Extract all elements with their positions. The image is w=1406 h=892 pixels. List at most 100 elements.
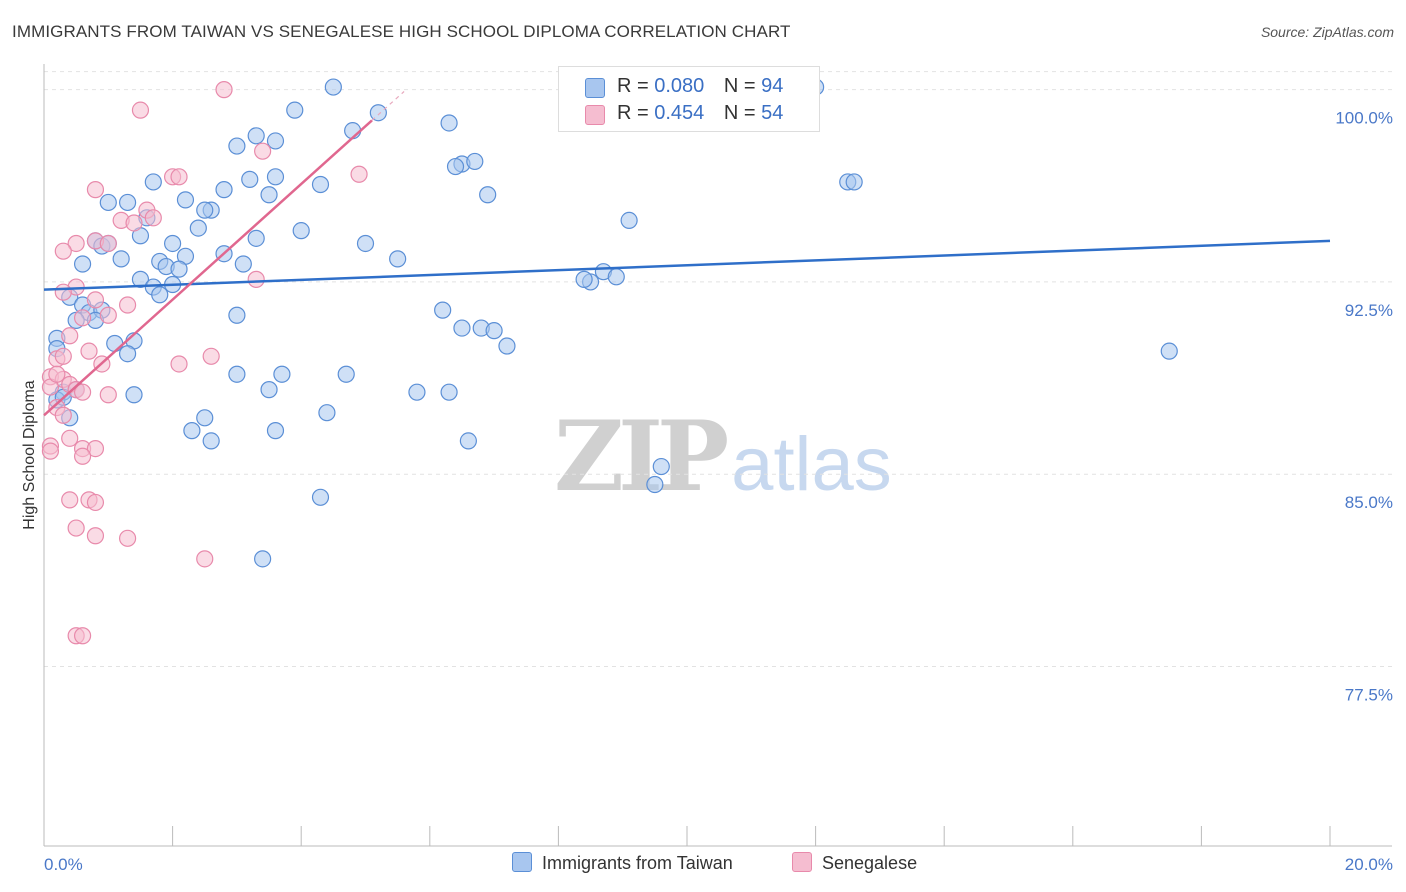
- data-point-senegalese: [350, 165, 368, 183]
- watermark-atlas: atlas: [731, 422, 892, 507]
- data-point-taiwan: [254, 550, 272, 568]
- data-point-senegalese: [67, 234, 85, 253]
- legend-row-senegalese: R = 0.454 N = 54: [617, 102, 783, 125]
- data-point-taiwan: [118, 193, 137, 212]
- bottom-legend-taiwan: Immigrants from Taiwan: [512, 852, 733, 874]
- data-point-senegalese: [73, 627, 92, 645]
- data-point-taiwan: [459, 432, 477, 450]
- data-point-senegalese: [170, 355, 188, 373]
- data-point-senegalese: [86, 527, 105, 545]
- data-point-taiwan: [575, 270, 593, 288]
- data-point-senegalese: [86, 181, 105, 199]
- data-point-taiwan: [446, 157, 465, 176]
- source-credit: Source: ZipAtlas.com: [1260, 24, 1394, 40]
- trend-line-senegalese: [43, 119, 373, 417]
- data-point-taiwan: [99, 193, 117, 212]
- data-point-taiwan: [273, 365, 291, 383]
- data-point-taiwan: [228, 137, 246, 155]
- data-point-senegalese: [86, 493, 105, 512]
- data-point-taiwan: [234, 255, 252, 273]
- data-point-senegalese: [247, 270, 265, 288]
- data-point-taiwan: [202, 432, 220, 450]
- data-point-senegalese: [144, 209, 162, 227]
- data-point-taiwan: [369, 104, 387, 122]
- legend-n-value-senegalese: 54: [761, 102, 784, 124]
- tick-labels: 100.0% 92.5% 85.0% 77.5% 0.0% 20.0%: [44, 109, 1393, 874]
- data-point-taiwan: [479, 186, 497, 204]
- legend-n-label: N =: [723, 75, 756, 97]
- data-point-taiwan: [440, 114, 458, 132]
- trend-line-taiwan: [43, 239, 1331, 291]
- data-point-senegalese: [67, 519, 85, 537]
- data-point-taiwan: [311, 488, 330, 506]
- data-point-taiwan: [260, 186, 278, 204]
- data-point-taiwan: [112, 250, 130, 268]
- data-point-taiwan: [356, 234, 375, 253]
- data-point-taiwan: [1160, 342, 1178, 360]
- data-point-senegalese: [196, 550, 214, 568]
- data-point-taiwan: [311, 175, 330, 194]
- bottom-legend-swatch-senegalese: [792, 852, 812, 872]
- y-tick-label: 92.5%: [1345, 301, 1393, 320]
- gridlines: [44, 71, 1392, 668]
- x-tick-label: 0.0%: [44, 855, 83, 874]
- data-point-senegalese: [61, 491, 79, 509]
- data-point-taiwan: [196, 409, 214, 427]
- data-point-taiwan: [247, 127, 265, 145]
- data-point-senegalese: [54, 283, 72, 301]
- data-point-senegalese: [125, 214, 143, 232]
- data-point-senegalese: [41, 442, 60, 460]
- series-taiwan-points: [48, 78, 1178, 568]
- chart-title: IMMIGRANTS FROM TAIWAN VS SENEGALESE HIG…: [12, 22, 791, 41]
- data-point-taiwan: [131, 270, 150, 288]
- data-point-taiwan: [485, 322, 503, 340]
- legend-r-value-taiwan: 0.080: [654, 75, 705, 97]
- data-point-taiwan: [434, 301, 452, 319]
- data-point-taiwan: [620, 211, 638, 229]
- data-point-taiwan: [73, 255, 92, 273]
- bottom-legend-swatch-taiwan: [512, 852, 532, 872]
- data-point-senegalese: [86, 439, 105, 458]
- data-point-taiwan: [453, 319, 471, 337]
- data-point-taiwan: [466, 152, 484, 171]
- bottom-legend-senegalese: Senegalese: [792, 852, 917, 874]
- data-point-taiwan: [176, 191, 195, 209]
- legend-swatch-senegalese: [585, 105, 605, 125]
- data-point-taiwan: [498, 337, 516, 355]
- data-point-taiwan: [266, 422, 285, 440]
- bottom-legend-label-senegalese: Senegalese: [822, 853, 918, 873]
- watermark: ZIP atlas: [554, 400, 892, 513]
- data-point-taiwan: [125, 386, 143, 404]
- data-point-taiwan: [183, 422, 201, 440]
- data-point-senegalese: [99, 306, 117, 324]
- data-point-taiwan: [228, 306, 246, 324]
- data-point-senegalese: [118, 529, 137, 547]
- data-point-taiwan: [440, 383, 458, 401]
- data-point-senegalese: [99, 234, 117, 253]
- data-point-senegalese: [73, 383, 92, 401]
- data-point-taiwan: [389, 250, 407, 268]
- data-point-taiwan: [196, 201, 214, 219]
- data-point-senegalese: [202, 347, 220, 365]
- legend-row-taiwan: R = 0.080 N = 94: [617, 75, 783, 98]
- data-point-taiwan: [652, 457, 670, 476]
- watermark-zip: ZIP: [554, 400, 729, 513]
- data-point-senegalese: [54, 242, 72, 260]
- data-point-senegalese: [73, 309, 92, 327]
- data-point-taiwan: [260, 381, 278, 399]
- y-tick-label: 77.5%: [1345, 686, 1393, 705]
- data-point-taiwan: [337, 365, 355, 383]
- stats-legend: R = 0.080 N = 94 R = 0.454 N = 54: [558, 66, 820, 132]
- data-point-taiwan: [646, 475, 664, 494]
- data-point-senegalese: [61, 429, 79, 447]
- data-point-senegalese: [73, 447, 92, 465]
- data-point-taiwan: [845, 173, 863, 191]
- data-point-taiwan: [189, 219, 207, 237]
- data-point-senegalese: [86, 291, 105, 309]
- data-point-taiwan: [266, 168, 285, 186]
- data-point-taiwan: [266, 132, 285, 150]
- data-point-senegalese: [118, 296, 137, 314]
- data-point-senegalese: [99, 386, 117, 404]
- data-point-taiwan: [164, 234, 182, 253]
